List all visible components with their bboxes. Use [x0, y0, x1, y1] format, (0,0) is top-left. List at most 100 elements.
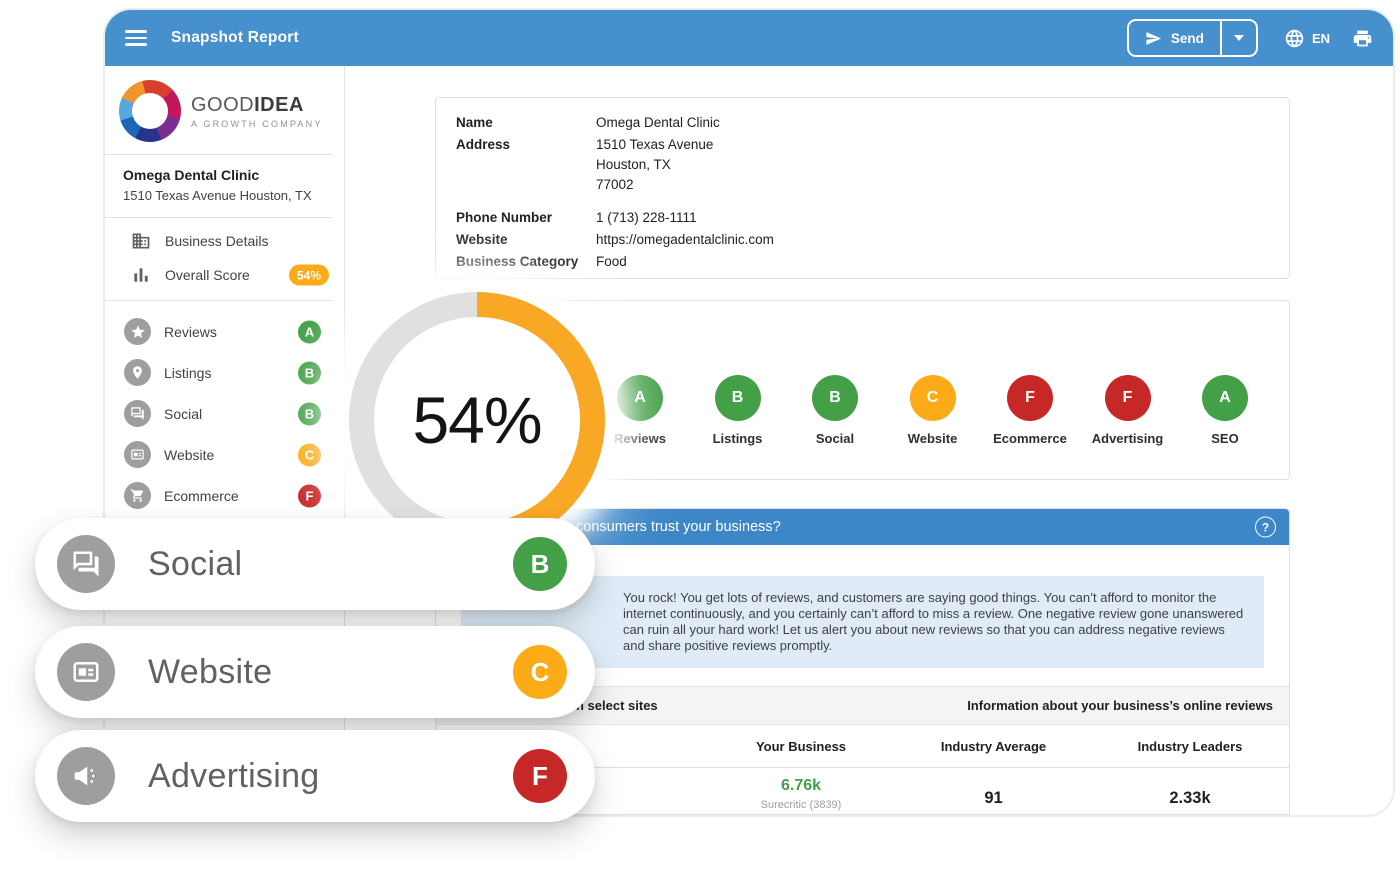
- grade-label: Reviews: [613, 431, 667, 446]
- detail-value: Food: [596, 254, 627, 269]
- overlay-label: Website: [148, 652, 273, 691]
- grade-item-listings: B Listings: [702, 375, 774, 446]
- send-dropdown-button[interactable]: [1222, 21, 1256, 55]
- grade-badge: F: [513, 749, 567, 803]
- grade-label: Website: [907, 431, 958, 446]
- grade-badge: A: [1202, 375, 1248, 421]
- sidebar-item-label: Reviews: [164, 323, 217, 340]
- reviews-banner-text: consumers trust your business?: [576, 519, 781, 535]
- menu-icon[interactable]: [125, 30, 147, 46]
- overall-score-percent: 54%: [412, 383, 542, 457]
- chevron-down-icon: [1233, 35, 1244, 41]
- overlay-card-advertising[interactable]: Advertising F: [35, 730, 595, 822]
- sidebar-item-label: Social: [164, 405, 203, 422]
- review-source: Surecritic (3839): [760, 799, 842, 811]
- detail-label: Business Category: [456, 254, 579, 269]
- logo-word2: IDEA: [254, 93, 304, 116]
- reviews-info-text: You rock! You get lots of reviews, and c…: [623, 590, 1244, 653]
- grade-item-reviews: A Reviews: [604, 375, 676, 446]
- sidebar-item-label: Website: [164, 446, 215, 463]
- sidebar-item-label: Ecommerce: [164, 487, 239, 504]
- grade-badge: F: [298, 484, 321, 507]
- column-industry-leaders: Industry Leaders: [1137, 738, 1243, 754]
- help-icon[interactable]: ?: [1255, 516, 1276, 538]
- chat-icon: [124, 400, 151, 427]
- browser-icon: [124, 441, 151, 468]
- grade-item-advertising: F Advertising: [1092, 375, 1164, 446]
- reviews-info-box: You rock! You get lots of reviews, and c…: [461, 576, 1264, 668]
- printer-icon: [1353, 30, 1372, 46]
- language-selector[interactable]: EN: [1284, 28, 1330, 49]
- sidebar-item-ecommerce[interactable]: Ecommerce F: [105, 475, 344, 516]
- grade-badge: C: [909, 375, 956, 421]
- logo-tagline: A GROWTH COMPANY: [191, 118, 323, 129]
- overlay-card-website[interactable]: Website C: [35, 626, 595, 718]
- logo-word1: GOOD: [191, 93, 255, 116]
- sidebar-item-social[interactable]: Social B: [105, 393, 344, 434]
- browser-icon: [57, 643, 115, 701]
- globe-icon: [1285, 29, 1304, 47]
- sidebar-item-label: Listings: [164, 364, 212, 381]
- sidebar-item-label: Overall Score: [165, 267, 250, 283]
- grade-label: Advertising: [1091, 431, 1164, 446]
- sidebar-item-business-details[interactable]: Business Details: [105, 224, 344, 258]
- grade-badge: F: [1007, 375, 1053, 421]
- reviews-table-header: Your Business Industry Average Industry …: [436, 725, 1289, 768]
- cart-icon: [124, 482, 151, 509]
- language-label: EN: [1311, 30, 1330, 46]
- overlay-label: Social: [148, 544, 243, 583]
- table-row: 6.76k Surecritic (3839) Yelp (1709) 91 2…: [436, 768, 1289, 815]
- logo-pinwheel-icon: [119, 80, 181, 142]
- grade-badge: B: [298, 361, 321, 384]
- page-title: Snapshot Report: [171, 29, 299, 46]
- map-pin-icon: [124, 359, 151, 386]
- chat-icon: [57, 535, 115, 593]
- grade-badge: B: [812, 375, 858, 421]
- sidebar-item-overall-score[interactable]: Overall Score 54%: [105, 258, 344, 292]
- sidebar-item-label: Business Details: [165, 233, 269, 249]
- business-details-card: Name Omega Dental Clinic Address 1510 Texa…: [435, 97, 1290, 279]
- print-button[interactable]: [1352, 28, 1373, 49]
- grade-label: Listings: [712, 431, 763, 446]
- industry-leaders-value: 2.33k: [1169, 789, 1211, 807]
- grade-badge: B: [714, 375, 761, 421]
- sidebar-item-listings[interactable]: Listings B: [105, 352, 344, 393]
- column-industry-average: Industry Average: [940, 738, 1047, 754]
- detail-value: 1510 Texas Avenue Houston, TX 77002: [596, 137, 714, 192]
- send-icon: [1146, 31, 1162, 45]
- grade-label: Social: [815, 431, 855, 446]
- send-split-button: Send: [1126, 19, 1258, 57]
- overall-score-badge: 54%: [289, 264, 329, 286]
- overlay-label: Advertising: [148, 756, 320, 795]
- send-button[interactable]: Send: [1129, 21, 1220, 55]
- grade-badge: A: [617, 375, 663, 421]
- grade-badge: B: [513, 537, 567, 591]
- your-business-value: 6.76k: [780, 777, 822, 794]
- company-logo: GOODIDEA A GROWTH COMPANY: [105, 66, 344, 154]
- building-icon: [132, 233, 150, 249]
- business-name: Omega Dental Clinic: [123, 167, 260, 183]
- category-grades-row: A Reviews B Listings B Social C Website …: [604, 375, 1261, 446]
- app-bar: Snapshot Report Send EN: [105, 10, 1393, 66]
- bar-chart-icon: [134, 268, 148, 282]
- grade-label: SEO: [1211, 431, 1239, 446]
- overlay-card-social[interactable]: Social B: [35, 518, 595, 610]
- star-icon: [124, 318, 151, 345]
- column-your-business: Your Business: [755, 738, 847, 754]
- sidebar-item-reviews[interactable]: Reviews A: [105, 311, 344, 352]
- detail-label: Address: [456, 137, 511, 152]
- detail-value: 1 (713) 228-1111: [596, 210, 697, 225]
- your-business-cell: 6.76k Surecritic (3839) Yelp (1709): [706, 777, 896, 815]
- megaphone-icon: [57, 747, 115, 805]
- industry-average-value: 91: [984, 789, 1003, 807]
- grade-item-seo: A SEO: [1189, 375, 1261, 446]
- send-button-label: Send: [1170, 30, 1204, 46]
- sidebar-business-info: Omega Dental Clinic 1510 Texas Avenue Ho…: [105, 155, 344, 217]
- grade-item-social: B Social: [799, 375, 871, 446]
- detail-label: Website: [456, 232, 508, 247]
- sidebar-item-website[interactable]: Website C: [105, 434, 344, 475]
- detail-label: Phone Number: [456, 210, 553, 225]
- detail-value: Omega Dental Clinic: [596, 115, 720, 130]
- grade-badge: A: [298, 320, 321, 343]
- grade-item-website: C Website: [897, 375, 969, 446]
